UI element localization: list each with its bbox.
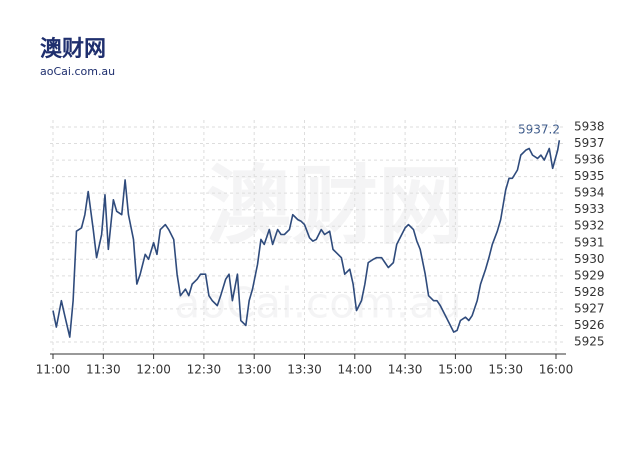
y-tick-label: 5934 (574, 186, 605, 200)
y-tick-label: 5931 (574, 235, 605, 249)
logo-name: 澳财网 (40, 36, 106, 62)
x-tick-label: 14:00 (338, 363, 373, 377)
x-tick-label: 12:00 (136, 363, 171, 377)
x-tick-label: 13:30 (287, 363, 322, 377)
x-tick-label: 16:00 (539, 363, 574, 377)
y-tick-label: 5936 (574, 153, 605, 167)
watermark-name: 澳财网 (206, 156, 464, 256)
x-tick-label: 15:30 (488, 363, 523, 377)
y-tick-label: 5932 (574, 219, 605, 233)
x-tick-label: 12:30 (187, 363, 222, 377)
y-tick-label: 5930 (574, 252, 605, 266)
price-line (52, 140, 561, 338)
x-tick-label: 14:30 (388, 363, 423, 377)
x-tick-label: 15:00 (438, 363, 473, 377)
y-tick-label: 5933 (574, 202, 605, 216)
last-value-annotation: 5937.2 (518, 123, 560, 137)
x-tick-label: 11:30 (86, 363, 121, 377)
y-tick-label: 5926 (574, 318, 605, 332)
y-tick-label: 5935 (574, 169, 605, 183)
y-tick-label: 5937 (574, 136, 605, 150)
y-tick-label: 5925 (574, 335, 605, 349)
y-tick-label: 5928 (574, 285, 605, 299)
y-tick-label: 5927 (574, 301, 605, 315)
x-tick-label: 11:00 (36, 363, 71, 377)
y-tick-label: 5938 (574, 120, 605, 134)
watermark-domain: aoCai.com.au (175, 279, 462, 328)
logo-domain: aoCai.com.au (40, 65, 115, 78)
x-tick-label: 13:00 (237, 363, 272, 377)
y-tick-label: 5929 (574, 268, 605, 282)
